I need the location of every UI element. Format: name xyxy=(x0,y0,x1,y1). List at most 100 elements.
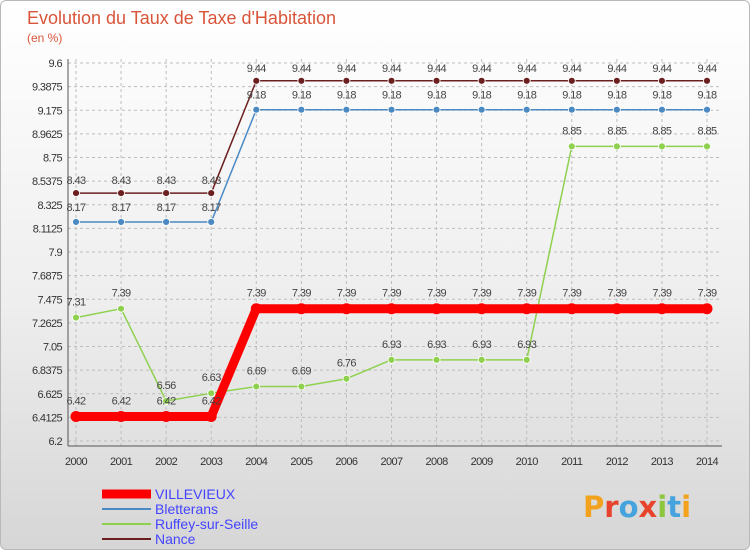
data-label-ruffey-sur-seille: 6.93 xyxy=(382,339,401,351)
logo-letter: x xyxy=(639,490,658,524)
data-label-villevieux: 7.39 xyxy=(247,288,266,300)
data-point-nance xyxy=(297,76,306,85)
y-axis-unit: (en %) xyxy=(27,31,62,45)
data-point-nance xyxy=(207,189,216,197)
logo-letter: i xyxy=(681,490,691,524)
x-tick-label: 2005 xyxy=(290,456,313,468)
series-villevieux xyxy=(70,303,713,423)
y-tick-label: 7.6875 xyxy=(32,271,63,283)
data-label-bletterans: 9.18 xyxy=(562,90,581,102)
x-tick-label: 2000 xyxy=(65,456,88,468)
data-label-ruffey-sur-seille: 8.85 xyxy=(562,125,581,137)
data-label-bletterans: 9.18 xyxy=(427,90,446,102)
data-point-nance xyxy=(612,76,621,85)
data-label-ruffey-sur-seille: 6.63 xyxy=(202,372,221,384)
data-point-villevieux xyxy=(431,303,443,315)
legend-label-villevieux: VILLEVIEUX xyxy=(155,486,236,502)
data-point-bletterans xyxy=(703,105,711,114)
data-label-villevieux: 7.39 xyxy=(517,288,536,300)
chart-title: Evolution du Taux de Taxe d'Habitation xyxy=(27,8,336,28)
data-label-nance: 9.44 xyxy=(247,63,266,75)
legend-label-ruffey-sur-seille: Ruffey-sur-Seille xyxy=(155,516,258,532)
logo-letter: P xyxy=(583,490,604,524)
data-point-bletterans xyxy=(72,218,80,226)
data-label-villevieux: 6.42 xyxy=(112,396,131,408)
data-point-villevieux xyxy=(160,411,172,423)
data-point-ruffey-sur-seille xyxy=(567,142,576,151)
data-label-ruffey-sur-seille: 6.76 xyxy=(337,358,356,370)
data-point-ruffey-sur-seille xyxy=(297,382,306,391)
data-label-ruffey-sur-seille: 6.69 xyxy=(292,366,311,378)
data-label-nance: 8.43 xyxy=(202,175,221,187)
data-label-nance: 9.44 xyxy=(517,63,536,75)
data-label-ruffey-sur-seille: 6.93 xyxy=(517,339,536,351)
y-tick-label: 8.75 xyxy=(43,153,62,165)
x-tick-label: 2012 xyxy=(606,456,629,468)
data-label-villevieux: 7.39 xyxy=(562,288,581,300)
x-tick-label: 2008 xyxy=(426,456,449,468)
data-label-bletterans: 9.18 xyxy=(337,90,356,102)
data-point-nance xyxy=(658,76,666,85)
x-tick-label: 2004 xyxy=(245,456,268,468)
data-point-ruffey-sur-seille xyxy=(522,355,531,364)
data-label-villevieux: 6.42 xyxy=(66,396,85,408)
data-label-villevieux: 7.39 xyxy=(382,288,401,300)
data-label-bletterans: 8.17 xyxy=(157,202,176,214)
data-label-ruffey-sur-seille: 8.85 xyxy=(652,125,671,137)
x-tick-label: 2014 xyxy=(696,456,719,468)
data-point-ruffey-sur-seille xyxy=(703,142,711,151)
data-point-ruffey-sur-seille xyxy=(117,304,125,313)
data-point-bletterans xyxy=(117,218,125,226)
data-label-ruffey-sur-seille: 7.31 xyxy=(66,297,85,309)
data-point-villevieux xyxy=(115,411,127,423)
x-tick-label: 2009 xyxy=(471,456,494,468)
x-tick-label: 2001 xyxy=(110,456,133,468)
data-point-ruffey-sur-seille xyxy=(342,374,351,383)
data-label-villevieux: 6.42 xyxy=(202,396,221,408)
x-tick-label: 2011 xyxy=(561,456,583,468)
data-label-ruffey-sur-seille: 7.39 xyxy=(112,288,131,300)
data-label-bletterans: 9.18 xyxy=(697,90,716,102)
y-tick-label: 8.325 xyxy=(37,200,62,212)
y-tick-label: 7.2625 xyxy=(32,318,63,330)
x-tick-label: 2007 xyxy=(380,456,403,468)
data-point-nance xyxy=(72,189,80,197)
data-label-bletterans: 8.17 xyxy=(112,202,131,214)
legend-label-nance: Nance xyxy=(155,531,196,547)
data-point-nance xyxy=(252,76,261,85)
data-point-ruffey-sur-seille xyxy=(252,382,261,391)
data-point-villevieux xyxy=(295,303,307,315)
data-point-bletterans xyxy=(162,218,171,226)
y-tick-label: 8.1125 xyxy=(33,223,63,235)
data-point-villevieux xyxy=(70,411,82,423)
data-label-villevieux: 7.39 xyxy=(697,288,716,300)
data-point-villevieux xyxy=(386,303,397,315)
data-point-villevieux xyxy=(566,303,578,315)
proxiti-logo: Proxiti xyxy=(583,490,691,524)
x-tick-label: 2013 xyxy=(651,456,674,468)
y-tick-label: 7.05 xyxy=(43,342,62,354)
data-label-nance: 8.43 xyxy=(66,175,85,187)
series-nance xyxy=(72,76,711,197)
series-ruffey-sur-seille xyxy=(72,142,711,405)
data-label-nance: 9.44 xyxy=(562,63,581,75)
data-label-bletterans: 8.17 xyxy=(202,202,221,214)
x-tick-label: 2006 xyxy=(335,456,358,468)
data-label-ruffey-sur-seille: 8.85 xyxy=(697,125,716,137)
y-tick-label: 6.625 xyxy=(37,389,62,401)
data-label-nance: 9.44 xyxy=(652,63,671,75)
x-tick-label: 2010 xyxy=(516,456,539,468)
logo-text: Proxiti xyxy=(583,490,691,524)
data-label-villevieux: 7.39 xyxy=(472,288,491,300)
y-tick-label: 6.8375 xyxy=(32,365,63,377)
y-tick-label: 7.9 xyxy=(49,247,63,259)
series-bletterans xyxy=(72,105,711,226)
y-tick-label: 7.475 xyxy=(37,294,62,306)
data-point-ruffey-sur-seille xyxy=(207,389,216,398)
data-point-nance xyxy=(432,76,441,85)
data-point-bletterans xyxy=(567,105,576,114)
x-tick-label: 2003 xyxy=(200,456,223,468)
data-point-villevieux xyxy=(476,303,488,315)
data-point-bletterans xyxy=(387,105,396,114)
